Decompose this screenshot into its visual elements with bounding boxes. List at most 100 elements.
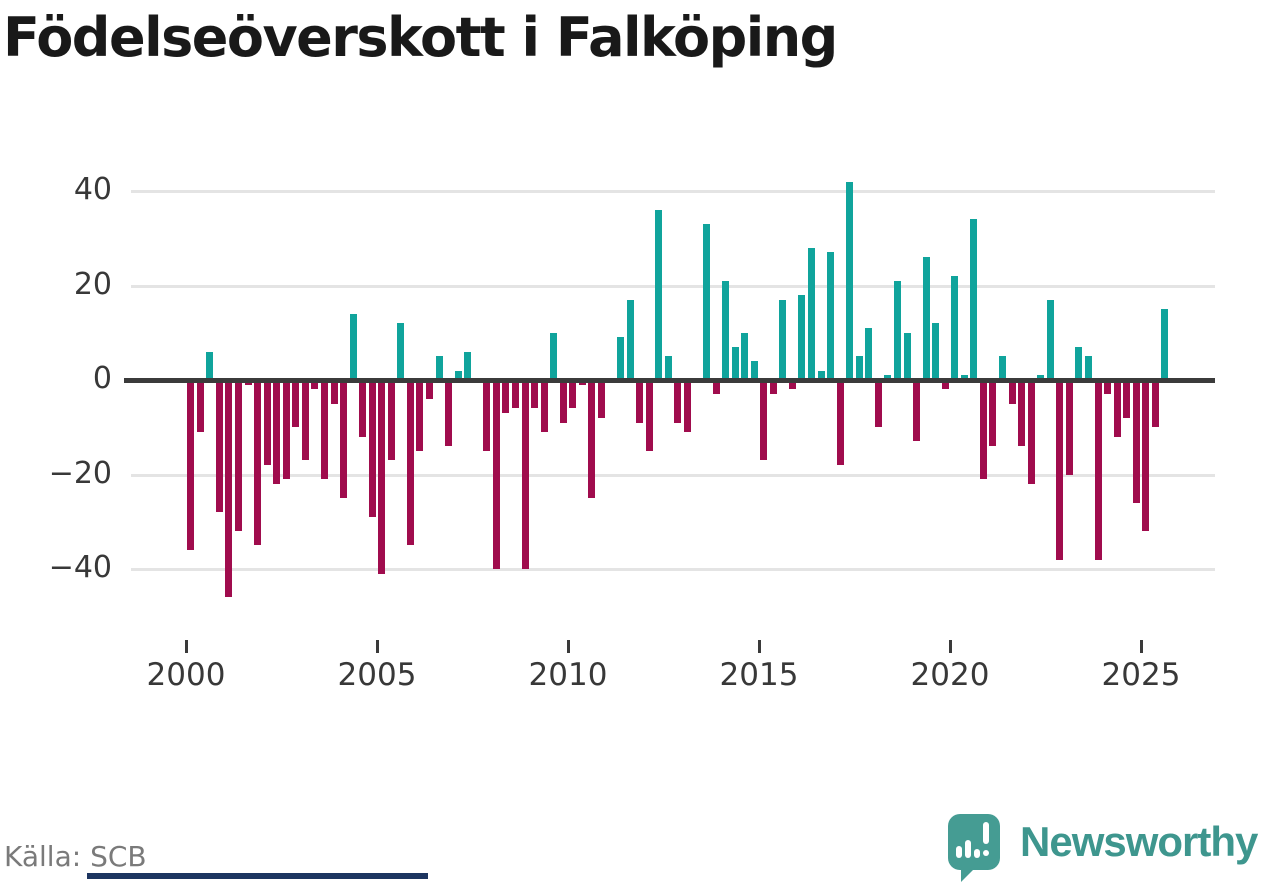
logo-chart-bar-icon: [956, 846, 962, 858]
newsworthy-logo-icon: [948, 814, 1000, 870]
bar-2017-Q3: [856, 356, 863, 380]
bar-2009-Q4: [560, 380, 567, 423]
bar-2013-Q1: [684, 380, 691, 432]
y-axis-tick-label: 0: [92, 361, 112, 396]
bar-2018-Q2: [884, 375, 891, 380]
bar-2019-Q1: [913, 380, 920, 441]
bar-2016-Q4: [827, 252, 834, 380]
y-axis-tick-label: 20: [73, 267, 112, 302]
bar-2018-Q3: [894, 281, 901, 380]
bar-2001-Q4: [254, 380, 261, 545]
bar-2002-Q1: [264, 380, 271, 465]
bar-2003-Q4: [331, 380, 338, 404]
bar-2007-Q2: [464, 352, 471, 380]
bar-2004-Q4: [369, 380, 376, 517]
bar-2000-Q2: [197, 380, 204, 432]
zero-axis-line: [124, 378, 1215, 383]
bar-2009-Q3: [550, 333, 557, 380]
bar-2016-Q2: [808, 248, 815, 380]
bar-2010-Q3: [588, 380, 595, 498]
gridline: [131, 568, 1215, 571]
bar-2003-Q2: [311, 380, 318, 389]
bottom-accent-bar: [87, 873, 428, 879]
bar-2018-Q4: [904, 333, 911, 380]
bar-2006-Q2: [426, 380, 433, 399]
bar-2023-Q1: [1066, 380, 1073, 475]
x-axis-tick: [376, 640, 379, 653]
bar-2004-Q1: [340, 380, 347, 498]
bar-2015-Q3: [779, 300, 786, 380]
bar-2002-Q2: [273, 380, 280, 484]
x-axis-tick: [758, 640, 761, 653]
bar-2022-Q4: [1056, 380, 1063, 560]
gridline: [131, 285, 1215, 288]
gridline: [131, 474, 1215, 477]
bar-2009-Q1: [531, 380, 538, 408]
bar-2013-Q3: [703, 224, 710, 380]
bar-2015-Q4: [789, 380, 796, 389]
gridline: [131, 190, 1215, 193]
bar-2017-Q2: [846, 182, 853, 380]
bar-2014-Q1: [722, 281, 729, 380]
bar-2022-Q1: [1028, 380, 1035, 484]
source-label: Källa: SCB: [4, 840, 147, 873]
bar-2003-Q3: [321, 380, 328, 479]
logo-exclamation-dot-icon: [983, 850, 989, 856]
bar-2019-Q3: [932, 323, 939, 380]
bar-2014-Q2: [732, 347, 739, 380]
bar-2004-Q3: [359, 380, 366, 437]
page-title: Födelseöverskott i Falköping: [3, 6, 838, 69]
bar-2016-Q1: [798, 295, 805, 380]
bar-2011-Q2: [617, 337, 624, 380]
bar-2023-Q3: [1085, 356, 1092, 380]
bar-2014-Q4: [751, 361, 758, 380]
bar-2012-Q1: [646, 380, 653, 451]
x-axis-tick-label: 2025: [1101, 657, 1181, 693]
bar-2019-Q2: [923, 257, 930, 380]
bar-2017-Q1: [837, 380, 844, 465]
bar-2010-Q1: [569, 380, 576, 408]
bar-2014-Q3: [741, 333, 748, 380]
bar-2020-Q1: [951, 276, 958, 380]
x-axis-tick: [567, 640, 570, 653]
bar-2005-Q3: [397, 323, 404, 380]
bar-2024-Q1: [1104, 380, 1111, 394]
bar-2000-Q3: [206, 352, 213, 380]
bar-2011-Q3: [627, 300, 634, 380]
bar-2025-Q3: [1161, 309, 1168, 380]
bar-2018-Q1: [875, 380, 882, 427]
y-axis-tick-label: −20: [48, 456, 112, 491]
x-axis-tick-label: 2020: [910, 657, 990, 693]
bar-2001-Q2: [235, 380, 242, 531]
bar-2008-Q4: [522, 380, 529, 569]
bar-2006-Q4: [445, 380, 452, 446]
logo-chart-bar-icon: [965, 840, 971, 858]
bar-2021-Q4: [1018, 380, 1025, 446]
bar-2020-Q3: [970, 219, 977, 380]
newsworthy-logo: Newsworthy: [946, 812, 1258, 882]
bar-2005-Q2: [388, 380, 395, 460]
bar-2017-Q4: [865, 328, 872, 380]
bar-2004-Q2: [350, 314, 357, 380]
x-axis-tick-label: 2015: [719, 657, 799, 693]
bar-2024-Q4: [1133, 380, 1140, 503]
bar-2016-Q3: [818, 371, 825, 380]
logo-speech-tail-icon: [961, 868, 975, 882]
bar-2021-Q1: [989, 380, 996, 446]
x-axis-tick-label: 2005: [337, 657, 417, 693]
bar-2007-Q1: [455, 371, 462, 380]
bar-2002-Q4: [292, 380, 299, 427]
bar-2002-Q3: [283, 380, 290, 479]
bar-2025-Q2: [1152, 380, 1159, 427]
bar-2006-Q1: [416, 380, 423, 451]
bar-2015-Q1: [760, 380, 767, 460]
bar-2019-Q4: [942, 380, 949, 389]
y-axis-tick-label: −40: [48, 550, 112, 585]
bar-2008-Q3: [512, 380, 519, 408]
bar-2000-Q4: [216, 380, 223, 512]
bar-2021-Q3: [1009, 380, 1016, 404]
bar-2020-Q2: [961, 375, 968, 380]
bar-2020-Q4: [980, 380, 987, 479]
bar-2008-Q1: [493, 380, 500, 569]
x-axis-tick-label: 2010: [528, 657, 608, 693]
